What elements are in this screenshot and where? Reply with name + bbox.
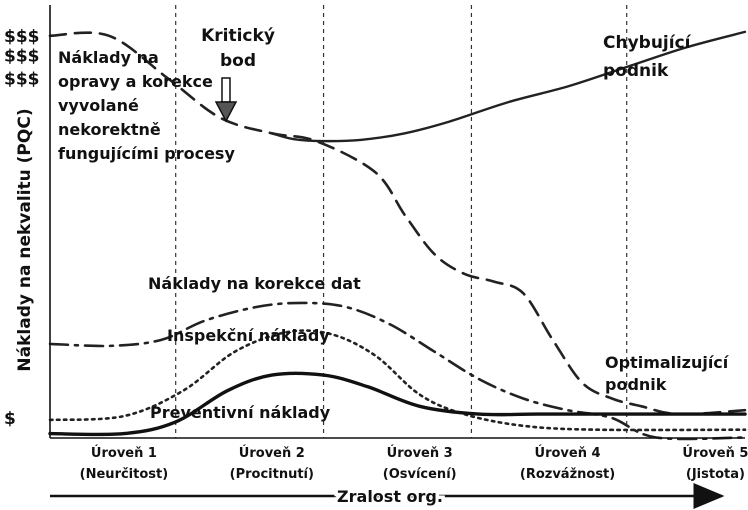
series-line-2 xyxy=(270,30,747,143)
annotation-data-correction: Náklady na korekce dat xyxy=(148,274,361,293)
annotation-failing-enterprise: Chybující podnik xyxy=(603,33,692,81)
series-line-4 xyxy=(48,329,747,432)
series-line-3 xyxy=(48,301,747,441)
critical-point-arrow xyxy=(214,77,238,123)
x-tick-label-2: Úroveň 2 xyxy=(239,445,305,461)
y-tick-label-3: $$$ xyxy=(4,46,40,66)
x-axis-label: Zralost org. xyxy=(337,487,443,506)
x-tick-sublabel-4: (Rozvážnost) xyxy=(520,467,615,482)
y-tick-label-2: $$$ xyxy=(4,70,40,90)
x-tick-label-5: Úroveň 5 xyxy=(682,445,748,461)
series-line-5 xyxy=(48,371,747,437)
x-tick-sublabel-1: (Neurčitost) xyxy=(80,467,169,482)
x-tick-sublabel-3: (Osvícení) xyxy=(383,467,457,482)
annotation-optimizing-enterprise: Optimalizující podnik xyxy=(605,353,730,394)
y-axis-label: Náklady na nekvalitu (PQC) xyxy=(15,108,35,371)
x-tick-sublabel-5: (Jistota) xyxy=(686,467,745,482)
annotation-repair-costs: Náklady na opravy a korekce vyvolané nekore… xyxy=(58,48,235,163)
annotation-critical-point: Kritický bod xyxy=(201,26,275,71)
x-tick-labels: Úroveň 1 (Neurčitost) Úroveň 2 (Procitnutí)… xyxy=(80,445,748,482)
y-tick-label-1: $ xyxy=(4,409,16,429)
chart-series xyxy=(48,30,747,441)
x-tick-label-1: Úroveň 1 xyxy=(91,445,157,461)
annotation-inspection: Inspekční náklady xyxy=(167,326,330,345)
x-tick-label-4: Úroveň 4 xyxy=(535,445,601,461)
x-tick-label-3: Úroveň 3 xyxy=(387,445,453,461)
y-tick-label-4: $$$ xyxy=(4,27,40,47)
y-tick-labels: $$$$$$$$$$ xyxy=(4,27,40,429)
series-line-1 xyxy=(48,31,747,416)
x-tick-sublabel-2: (Procitnutí) xyxy=(230,467,314,482)
annotation-prevention: Preventivní náklady xyxy=(150,403,331,422)
level-boundaries xyxy=(175,5,628,438)
